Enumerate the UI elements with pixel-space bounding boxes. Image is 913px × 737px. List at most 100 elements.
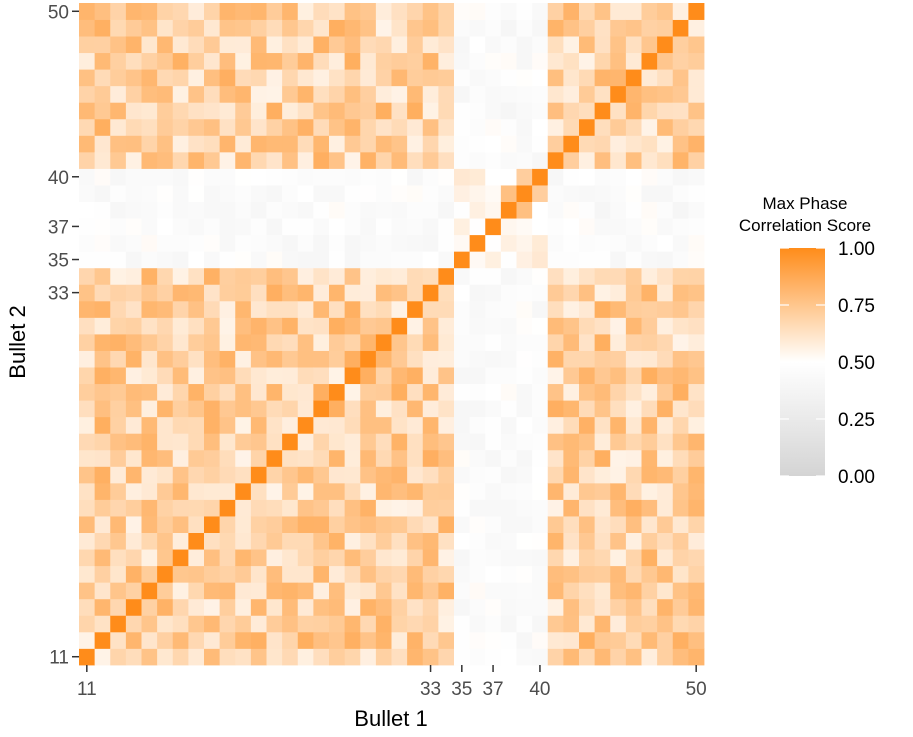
heatmap-cell-39-41	[516, 151, 533, 169]
heatmap-cell-27-35	[329, 251, 346, 269]
heatmap-cell-39-49	[516, 19, 533, 37]
heatmap-cell-20-35	[219, 251, 236, 269]
heatmap-cell-44-16	[594, 565, 611, 583]
heatmap-cell-35-44	[454, 102, 471, 120]
heatmap-cell-48-24	[657, 433, 674, 451]
heatmap-cell-13-21	[110, 482, 127, 500]
heatmap-cell-22-36	[250, 234, 267, 252]
heatmap-cell-19-28	[204, 367, 221, 385]
heatmap-cell-31-34	[391, 267, 408, 285]
heatmap-cell-25-33	[297, 284, 314, 302]
heatmap-cell-12-16	[94, 565, 111, 583]
heatmap-cell-11-11	[79, 648, 96, 666]
heatmap-cell-41-16	[547, 565, 564, 583]
heatmap-cell-32-36	[407, 234, 424, 252]
heatmap-cell-41-37	[547, 218, 564, 236]
heatmap-cell-48-50	[657, 3, 674, 20]
heatmap-cell-27-32	[329, 300, 346, 318]
heatmap-cell-48-28	[657, 367, 674, 385]
heatmap-cell-44-37	[594, 218, 611, 236]
heatmap-cell-19-36	[204, 234, 221, 252]
heatmap-cell-38-36	[500, 234, 517, 252]
heatmap-cell-13-45	[110, 85, 127, 103]
heatmap-cell-47-49	[641, 19, 658, 37]
heatmap-cell-46-19	[625, 516, 642, 533]
heatmap-cell-15-35	[141, 251, 158, 269]
heatmap-cell-43-49	[579, 19, 596, 37]
heatmap-cell-21-44	[235, 102, 252, 120]
heatmap-cell-11-30	[79, 334, 96, 351]
heatmap-cell-46-22	[625, 466, 642, 484]
heatmap-cell-15-18	[141, 532, 158, 550]
heatmap-cell-40-30	[532, 334, 549, 351]
heatmap-cell-27-45	[329, 85, 346, 103]
heatmap-cell-48-12	[657, 631, 674, 649]
heatmap-cell-43-12	[579, 631, 596, 649]
heatmap-cell-17-18	[172, 532, 189, 550]
heatmap-cell-24-37	[282, 218, 299, 236]
heatmap-cell-46-47	[625, 52, 642, 70]
heatmap-cell-39-44	[516, 102, 533, 120]
heatmap-cell-19-44	[204, 102, 221, 120]
heatmap-cell-13-28	[110, 367, 127, 385]
heatmap-cell-17-33	[172, 284, 189, 302]
heatmap-cell-22-28	[250, 367, 267, 385]
heatmap-cell-27-30	[329, 334, 346, 351]
heatmap-cell-27-34	[329, 267, 346, 285]
heatmap-cell-40-45	[532, 85, 549, 103]
heatmap-cell-13-49	[110, 19, 127, 37]
heatmap-cell-50-12	[688, 631, 705, 649]
y-axis-title: Bullet 2	[5, 305, 30, 378]
heatmap-cell-48-34	[657, 267, 674, 285]
heatmap-cell-38-17	[500, 549, 517, 567]
heatmap-cell-44-14	[594, 598, 611, 616]
heatmap-cell-19-34	[204, 267, 221, 285]
heatmap-cell-21-45	[235, 85, 252, 103]
heatmap-cell-47-11	[641, 648, 658, 666]
heatmap-cell-27-44	[329, 102, 346, 120]
heatmap-cell-38-19	[500, 516, 517, 533]
heatmap-cell-32-41	[407, 151, 424, 169]
heatmap-cell-34-45	[438, 85, 455, 103]
heatmap-cell-49-44	[672, 102, 689, 120]
heatmap-cell-18-29	[188, 350, 205, 368]
heatmap-cell-45-16	[610, 565, 627, 583]
heatmap-cell-18-18	[188, 532, 205, 550]
heatmap-cell-12-35	[94, 251, 111, 269]
heatmap-cell-34-46	[438, 69, 455, 87]
heatmap-cell-28-12	[344, 631, 361, 649]
heatmap-cell-44-20	[594, 499, 611, 517]
heatmap-cell-14-22	[125, 466, 142, 484]
heatmap-cell-12-17	[94, 549, 111, 567]
heatmap-cell-37-24	[485, 433, 502, 451]
heatmap-cell-43-15	[579, 582, 596, 600]
heatmap-cell-24-21	[282, 482, 299, 500]
heatmap-cell-47-19	[641, 516, 658, 533]
heatmap-cell-49-28	[672, 367, 689, 385]
heatmap-cell-13-16	[110, 565, 127, 583]
heatmap-cell-48-38	[657, 201, 674, 219]
heatmap-cell-26-12	[313, 631, 330, 649]
heatmap-cell-21-49	[235, 19, 252, 37]
heatmap-cell-27-11	[329, 648, 346, 666]
heatmap-cell-50-34	[688, 267, 705, 285]
heatmap-cell-18-45	[188, 85, 205, 103]
heatmap-cell-36-19	[469, 516, 486, 533]
heatmap-cell-50-11	[688, 648, 705, 666]
heatmap-cell-50-26	[688, 400, 705, 418]
heatmap-cell-41-43	[547, 118, 564, 136]
heatmap-cell-47-28	[641, 367, 658, 385]
heatmap-cell-38-40	[500, 168, 517, 186]
heatmap-cell-36-13	[469, 615, 486, 633]
heatmap-cell-24-31	[282, 317, 299, 335]
heatmap-cell-13-29	[110, 350, 127, 368]
heatmap-cell-19-13	[204, 615, 221, 633]
heatmap-cell-29-46	[360, 69, 377, 87]
heatmap-cell-15-47	[141, 52, 158, 70]
heatmap-cell-30-30	[375, 334, 392, 351]
heatmap-cell-30-14	[375, 598, 392, 616]
heatmap-cell-47-13	[641, 615, 658, 633]
heatmap-cell-42-21	[563, 482, 580, 500]
heatmap-cell-11-43	[79, 118, 96, 136]
heatmap-cell-28-23	[344, 449, 361, 467]
